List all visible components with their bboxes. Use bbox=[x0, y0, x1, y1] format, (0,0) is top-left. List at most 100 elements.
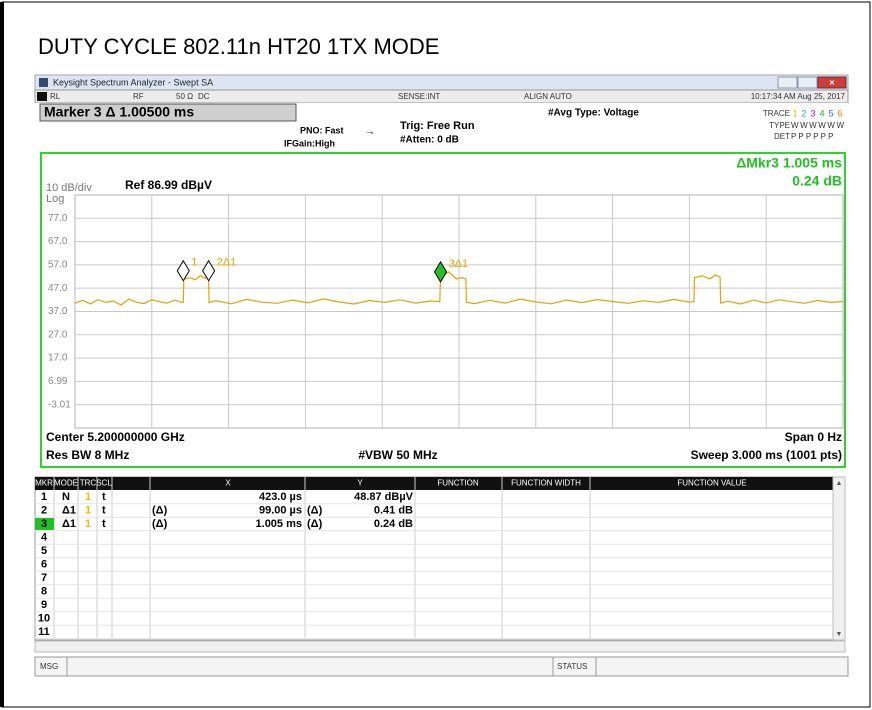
trace bbox=[74, 271, 844, 306]
table-cell-xref: (Δ) bbox=[152, 504, 168, 516]
sweep: Sweep 3.000 ms (1001 pts) bbox=[691, 448, 842, 462]
table-cell-mkr: 8 bbox=[41, 585, 47, 597]
type-value: WWWWWW bbox=[791, 121, 844, 130]
vertical-scrollbar[interactable] bbox=[832, 476, 846, 641]
rbw: Res BW 8 MHz bbox=[46, 448, 129, 462]
marker-diamond bbox=[202, 259, 216, 282]
trace-number: 3 bbox=[810, 108, 815, 118]
marker-box-text: Marker 3 Δ 1.00500 ms bbox=[44, 104, 194, 120]
table-cell-trc: 1 bbox=[85, 518, 91, 530]
table-cell-mode: Δ1 bbox=[62, 504, 76, 516]
table-cell-x: 99.00 µs bbox=[259, 504, 302, 516]
table-cell-mkr: 11 bbox=[38, 626, 50, 638]
status-rf: RF bbox=[133, 92, 144, 101]
status-rl: RL bbox=[50, 92, 61, 101]
status-sense: SENSE:INT bbox=[398, 92, 440, 101]
table-cell-x: 1.005 ms bbox=[256, 518, 302, 530]
marker-diamond bbox=[433, 260, 448, 283]
horizontal-scrollbar[interactable] bbox=[34, 640, 846, 653]
y-tick-label: 67.0 bbox=[48, 236, 68, 247]
table-header-cell: FUNCTION VALUE bbox=[677, 479, 746, 488]
app-icon bbox=[39, 78, 48, 87]
table-cell-mkr: 7 bbox=[41, 572, 47, 584]
table-cell-x: 423.0 µs bbox=[259, 491, 302, 503]
table-cell-trc: 1 bbox=[85, 491, 91, 503]
log-label: Log bbox=[46, 193, 64, 205]
y-tick-label: 6.99 bbox=[48, 376, 68, 387]
trace-number: 4 bbox=[819, 108, 824, 118]
center-freq: Center 5.200000000 GHz bbox=[46, 430, 185, 444]
table-cell-mkr: 4 bbox=[41, 531, 48, 543]
det-label: DET bbox=[774, 132, 790, 141]
table-cell-trc: 1 bbox=[85, 504, 91, 516]
table-header bbox=[35, 477, 833, 490]
readout: ΔMkr3 1.005 ms bbox=[736, 155, 842, 171]
status-coupling: DC bbox=[198, 92, 210, 101]
y-tick-label: 57.0 bbox=[48, 260, 68, 271]
table-cell-y: 0.41 dB bbox=[374, 504, 413, 516]
plot-panel bbox=[40, 152, 846, 468]
status-align: ALIGN AUTO bbox=[524, 92, 572, 101]
marker-diamond bbox=[176, 259, 190, 282]
scroll-arrow: ▲ bbox=[836, 480, 843, 487]
ref-level: Ref 86.99 dBµV bbox=[125, 178, 212, 192]
type-label: TYPE bbox=[769, 121, 790, 130]
maximize-button[interactable] bbox=[797, 76, 818, 89]
scale-label: 10 dB/div bbox=[46, 182, 92, 194]
marker-box[interactable] bbox=[39, 103, 297, 122]
table-cell-mkr: 6 bbox=[41, 558, 47, 570]
table-cell-mkr: 2 bbox=[41, 504, 47, 516]
y-tick-label: 47.0 bbox=[48, 283, 68, 294]
setting-trig: Trig: Free Run bbox=[400, 120, 475, 132]
y-tick-label: 77.0 bbox=[48, 213, 68, 224]
y-tick-label: -3.01 bbox=[48, 399, 71, 410]
y-tick-label: 37.0 bbox=[48, 306, 68, 317]
trace-number: 2 bbox=[801, 108, 806, 118]
setting-ifgain: IFGain:High bbox=[284, 138, 335, 148]
marker-label: 2Δ1 bbox=[217, 257, 237, 269]
trace-number: 5 bbox=[828, 108, 833, 118]
table-cell-xref: (Δ) bbox=[152, 518, 168, 530]
close-icon: × bbox=[829, 77, 834, 87]
table-cell-mkr: 9 bbox=[41, 599, 47, 611]
status-bar bbox=[34, 89, 849, 104]
det-value: P P P P P P bbox=[791, 132, 833, 141]
table-header-cell: MODE bbox=[54, 479, 78, 488]
marker-table bbox=[34, 476, 834, 641]
lxi-icon bbox=[37, 92, 47, 101]
status-impedance: 50 Ω bbox=[176, 92, 193, 101]
minimize-button[interactable] bbox=[777, 76, 798, 89]
table-cell-scl: t bbox=[102, 518, 106, 530]
table-cell-mode: Δ1 bbox=[62, 518, 76, 530]
table-header-cell: Y bbox=[357, 479, 363, 488]
trace-number: 6 bbox=[837, 108, 842, 118]
table-cell-yref: (Δ) bbox=[307, 518, 323, 530]
scroll-arrow: ▼ bbox=[836, 631, 843, 638]
message-bar bbox=[34, 656, 849, 677]
table-header-cell: FUNCTION bbox=[437, 479, 479, 488]
setting-avg: #Avg Type: Voltage bbox=[548, 108, 639, 119]
trace-number: 1 bbox=[792, 108, 797, 118]
table-cell-scl: t bbox=[102, 491, 106, 503]
vbw: #VBW 50 MHz bbox=[358, 448, 437, 462]
msg-label: MSG bbox=[40, 662, 58, 671]
window-title: Keysight Spectrum Analyzer - Swept SA bbox=[53, 77, 213, 87]
page-title: DUTY CYCLE 802.11n HT20 1TX MODE bbox=[38, 34, 439, 59]
table-header-cell: MKR bbox=[35, 479, 53, 488]
table-cell-scl: t bbox=[102, 504, 106, 516]
table-cell-yref: (Δ) bbox=[307, 504, 323, 516]
setting-pno: PNO: Fast bbox=[300, 125, 344, 135]
status-label: STATUS bbox=[557, 662, 587, 671]
table-cell-mode: N bbox=[62, 491, 70, 503]
table-header-cell: SCL bbox=[96, 479, 112, 488]
table-cell-mkr: 10 bbox=[38, 612, 50, 624]
y-tick-label: 27.0 bbox=[48, 329, 68, 340]
close-button[interactable] bbox=[817, 76, 847, 89]
status-time: 10:17:34 AM Aug 25, 2017 bbox=[751, 92, 846, 101]
trace-label: TRACE bbox=[763, 109, 790, 118]
selected-marker bbox=[35, 518, 54, 530]
table-cell-y: 0.24 dB bbox=[374, 518, 413, 530]
readout: 0.24 dB bbox=[792, 173, 842, 189]
span: Span 0 Hz bbox=[785, 430, 842, 444]
table-header-cell: X bbox=[225, 479, 231, 488]
